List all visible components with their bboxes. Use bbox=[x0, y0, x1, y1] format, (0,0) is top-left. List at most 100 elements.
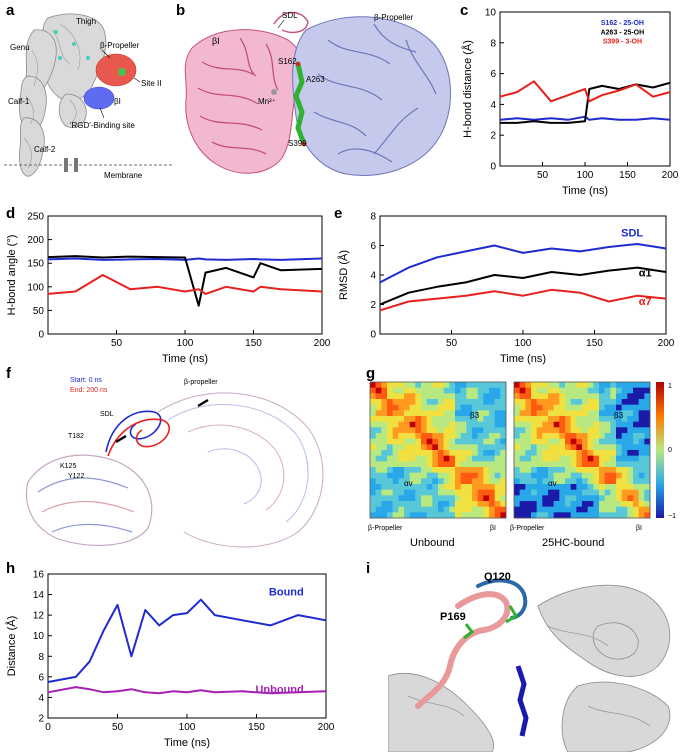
x-tick-label: 150 bbox=[586, 338, 603, 349]
chart-c: 50 100 150 200 0 2 4 6 8 10 Time (ns) H-bond distan… bbox=[461, 8, 678, 198]
series-legend-1: A263 - 25-OH bbox=[601, 29, 645, 36]
beta-i-cartoon bbox=[184, 29, 304, 174]
closeup-structure-figure: Q120 P169 bbox=[388, 566, 676, 752]
chart-d: 50 100 150 200 0 50 100 150 200 250 Time (ns) H-bon… bbox=[6, 212, 330, 366]
overlay-propeller bbox=[157, 392, 324, 548]
y-axis-label: H-bond distance (Å) bbox=[461, 40, 474, 138]
x-axis-label: Time (ns) bbox=[162, 353, 208, 365]
map1-av-label: αv bbox=[404, 479, 413, 488]
series-legend-1: α1 bbox=[639, 268, 652, 280]
legend-start: Start: 0 ns bbox=[70, 377, 102, 384]
series-line-0 bbox=[499, 115, 671, 121]
ligand-25hc bbox=[293, 61, 307, 147]
x-tick-label: 200 bbox=[318, 722, 334, 733]
y-tick-label: 2 bbox=[370, 300, 376, 311]
y122-label: Y122 bbox=[68, 473, 84, 480]
beta-propeller-domain bbox=[95, 53, 137, 87]
y-tick-label: 50 bbox=[33, 306, 45, 317]
y-tick-label: 8 bbox=[370, 212, 376, 223]
t182-label: T182 bbox=[68, 433, 84, 440]
series-line-0 bbox=[379, 243, 667, 284]
y-tick-label: 10 bbox=[485, 8, 497, 19]
y-axis-label: RMSD (Å) bbox=[337, 250, 350, 300]
panel-label-e: e bbox=[334, 205, 343, 222]
x-tick-label: 100 bbox=[179, 722, 196, 733]
x-tick-label: 0 bbox=[45, 722, 51, 733]
series-line-2 bbox=[499, 80, 671, 103]
rgd-site-label: 'RGD'-Binding site bbox=[70, 121, 135, 130]
s162-label: S162 bbox=[278, 57, 297, 66]
series-line-2 bbox=[379, 288, 667, 312]
heatmap-unbound bbox=[369, 381, 507, 519]
blue-loop bbox=[476, 578, 528, 620]
y-tick-label: 200 bbox=[27, 235, 44, 246]
series-legend-0: SDL bbox=[621, 228, 643, 240]
x-tick-label: 150 bbox=[248, 722, 265, 733]
panel-label-b: b bbox=[176, 2, 186, 19]
calf1-label: Calf-1 bbox=[8, 97, 30, 106]
colorbar bbox=[656, 382, 664, 518]
panel-label-d: d bbox=[6, 205, 16, 222]
y-tick-label: 4 bbox=[370, 271, 376, 282]
y-tick-label: 150 bbox=[27, 259, 44, 270]
y-tick-label: 16 bbox=[33, 570, 45, 581]
series-legend-2: S399 - 3-OH bbox=[603, 39, 642, 46]
panel-label-h: h bbox=[6, 560, 16, 577]
x-tick-label: 50 bbox=[446, 338, 458, 349]
legend-end: End: 200 ns bbox=[70, 387, 108, 394]
series-legend-0: Bound bbox=[269, 586, 304, 598]
y-tick-label: 6 bbox=[490, 69, 496, 80]
propeller-label-f: β-propeller bbox=[184, 379, 218, 386]
map2-av-label: αv bbox=[548, 479, 557, 488]
series-line-1 bbox=[500, 81, 671, 124]
thigh-label: Thigh bbox=[76, 17, 96, 26]
sdl-label-b: SDL bbox=[282, 11, 298, 20]
propeller-label-a: β-Propeller bbox=[100, 41, 140, 50]
series-legend-1: Unbound bbox=[255, 684, 303, 696]
y-tick-label: 0 bbox=[370, 330, 376, 341]
site2-label: Site II bbox=[141, 79, 161, 88]
k125-label: K125 bbox=[60, 463, 76, 470]
q120-label: Q120 bbox=[484, 571, 511, 583]
y-tick-label: 4 bbox=[490, 100, 496, 111]
integrin-structure-figure: Thigh Genu Calf-1 Calf-2 β-Propeller Sit… bbox=[4, 13, 174, 180]
beta-i-domain bbox=[83, 86, 115, 110]
movement-arrow-2 bbox=[197, 399, 209, 407]
map2-title: 25HC-bound bbox=[542, 537, 604, 549]
x-tick-label: 50 bbox=[112, 722, 124, 733]
x-tick-label: 200 bbox=[314, 338, 330, 349]
series-line-1 bbox=[47, 686, 327, 695]
x-tick-label: 100 bbox=[177, 338, 194, 349]
y-tick-label: 6 bbox=[370, 241, 376, 252]
heatmap-25hc-bound bbox=[513, 381, 651, 519]
integrin-grey-domains bbox=[19, 13, 107, 177]
y-tick-label: 0 bbox=[490, 162, 496, 173]
series-line-2 bbox=[47, 274, 323, 295]
beta-propeller-cartoon bbox=[292, 16, 452, 176]
s399-label: S399 bbox=[288, 139, 307, 148]
y-tick-label: 2 bbox=[490, 131, 496, 142]
x-axis-label: Time (ns) bbox=[562, 185, 608, 197]
map2-left-tick: β-Propeller bbox=[510, 525, 545, 532]
membrane-label: Membrane bbox=[104, 171, 143, 180]
sdl-label-f: SDL bbox=[100, 411, 114, 418]
map1-right-tick: βI bbox=[490, 525, 496, 532]
bi-label-b: βI bbox=[212, 36, 220, 46]
chart-h: 0 50 100 150 200 2 4 6 8 10 12 14 16 Time (ns) Distanc… bbox=[5, 570, 334, 750]
panel-label-i: i bbox=[366, 560, 371, 577]
y-tick-label: 6 bbox=[38, 672, 44, 683]
x-tick-label: 200 bbox=[658, 338, 675, 349]
x-tick-label: 200 bbox=[662, 170, 678, 181]
propeller-label-b: β-Propeller bbox=[374, 13, 414, 22]
y-tick-label: 100 bbox=[27, 282, 44, 293]
structure-overlay-figure: Start: 0 ns End: 200 ns β-propeller SDL … bbox=[25, 377, 324, 548]
y-tick-label: 10 bbox=[33, 631, 45, 642]
panel-label-c: c bbox=[460, 2, 469, 19]
pink-loop bbox=[415, 591, 511, 709]
x-axis-label: Time (ns) bbox=[500, 353, 546, 365]
map1-left-tick: β-Propeller bbox=[368, 525, 403, 532]
panel-label-g: g bbox=[366, 365, 376, 382]
mn-label: Mn²⁺ bbox=[258, 97, 276, 106]
map2-right-tick: βI bbox=[636, 525, 642, 532]
bi-label-a: βI bbox=[114, 97, 121, 106]
